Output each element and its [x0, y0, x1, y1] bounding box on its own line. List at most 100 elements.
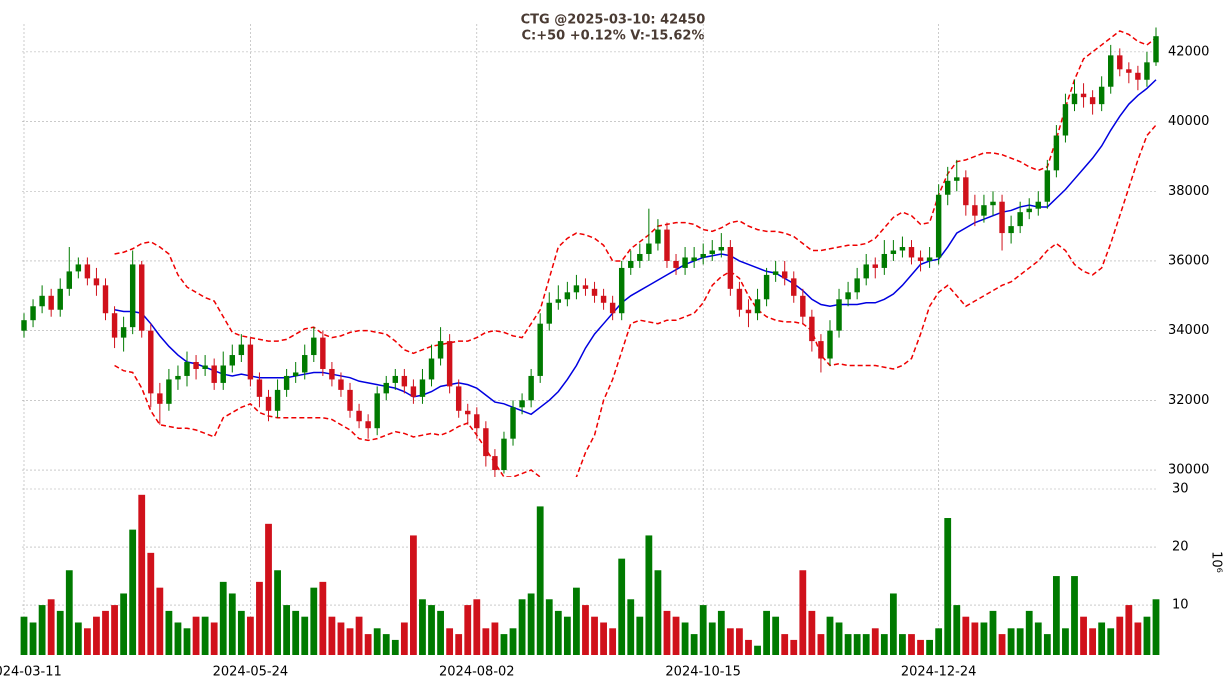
volume-bar	[527, 593, 535, 655]
volume-bar	[201, 616, 209, 655]
volume-bar	[826, 616, 834, 655]
x-tick-label: 2024-03-11	[0, 665, 62, 680]
y-tick-label: 34000	[1168, 323, 1209, 338]
y-axis-label: 10⁶	[1209, 551, 1224, 573]
candle-body	[519, 400, 525, 408]
volume-bar	[102, 610, 109, 655]
volume-bar	[636, 616, 644, 655]
volume-bar	[1080, 616, 1087, 655]
y-tick-label: 30	[1172, 482, 1189, 497]
candle-body	[474, 414, 480, 429]
x-tick-label: 2024-05-24	[213, 665, 289, 680]
volume-bar	[65, 570, 73, 655]
candle-body	[1044, 170, 1051, 202]
volume-bar	[889, 593, 897, 655]
volume-bar	[609, 628, 617, 655]
volume-bar	[192, 616, 200, 655]
candle-body	[763, 274, 770, 300]
candle-body	[836, 299, 842, 331]
candle-body	[546, 302, 552, 324]
chart-subtitle: C:+50 +0.12% V:-15.62%	[522, 29, 705, 44]
volume-bar	[437, 610, 444, 655]
volume-bar	[120, 593, 128, 655]
volume-bar	[1007, 628, 1015, 655]
candle-body	[111, 313, 118, 338]
volume-bar	[563, 616, 571, 655]
candle-body	[510, 407, 516, 439]
volume-bar	[699, 605, 707, 655]
volume-bar	[736, 628, 743, 655]
volume-bar	[292, 610, 300, 655]
volume-bar	[373, 628, 381, 655]
volume-bar	[83, 628, 91, 655]
y-tick-label: 30000	[1168, 463, 1209, 478]
volume-bar	[799, 570, 807, 655]
volume-bar	[817, 634, 825, 655]
candle-body	[899, 247, 906, 251]
candle-body	[700, 253, 706, 258]
candle-body	[283, 375, 290, 390]
candle-body	[501, 438, 507, 471]
volume-bar	[382, 634, 390, 655]
volume-bar	[400, 622, 408, 655]
volume-bar	[355, 616, 363, 655]
candle-body	[247, 344, 254, 380]
candle-body	[428, 358, 435, 380]
volume-bar	[446, 628, 454, 655]
candle-body	[863, 264, 869, 279]
volume-bar	[274, 570, 281, 655]
volume-bar	[708, 622, 716, 655]
volume-bar	[491, 622, 499, 655]
candle-body	[981, 205, 987, 216]
volume-bar	[364, 634, 372, 655]
candle-body	[21, 320, 27, 331]
candle-body	[591, 288, 598, 296]
candle-body	[609, 302, 616, 314]
candle-body	[120, 327, 127, 338]
candle-body	[365, 421, 371, 429]
volume-bar	[573, 587, 580, 655]
candle-body	[1080, 93, 1087, 98]
volume-bar	[1125, 605, 1133, 655]
volume-bar	[989, 610, 997, 655]
candle-body	[646, 243, 652, 254]
candle-body	[655, 229, 661, 244]
volume-bar	[681, 622, 689, 655]
volume-bar	[645, 535, 653, 655]
candle-body	[229, 355, 236, 366]
volume-bar	[1071, 576, 1078, 655]
candle-body	[139, 264, 145, 331]
candle-body	[963, 177, 969, 206]
candle-body	[528, 375, 534, 401]
candle-body	[302, 355, 308, 373]
volume-bar	[210, 622, 218, 655]
volume-bar	[500, 634, 508, 655]
candle-body	[329, 368, 335, 380]
volume-bar	[953, 605, 961, 655]
candle-body	[582, 285, 589, 289]
volume-bar	[618, 558, 626, 655]
volume-bar	[1089, 628, 1097, 655]
candle-body	[256, 379, 263, 397]
volume-bar	[247, 616, 254, 655]
volume-bar	[473, 599, 481, 655]
candle-body	[926, 257, 933, 261]
volume-bar	[310, 587, 318, 655]
candle-body	[1108, 55, 1114, 87]
candle-body	[709, 250, 715, 254]
candle-body	[1035, 201, 1041, 209]
volume-bar	[627, 599, 635, 655]
volume-bar	[844, 634, 852, 655]
candle-body	[917, 257, 924, 261]
volume-bar	[47, 599, 55, 655]
candle-body	[202, 365, 208, 369]
volume-bar	[754, 645, 761, 655]
volume-bar	[672, 616, 680, 655]
volume-bar	[183, 628, 191, 655]
overlays	[114, 30, 1157, 477]
volume-bar	[591, 616, 598, 655]
candle-body	[791, 278, 797, 296]
candle-body	[211, 365, 217, 383]
volume-bar	[29, 622, 37, 655]
volume-bar	[908, 634, 915, 655]
